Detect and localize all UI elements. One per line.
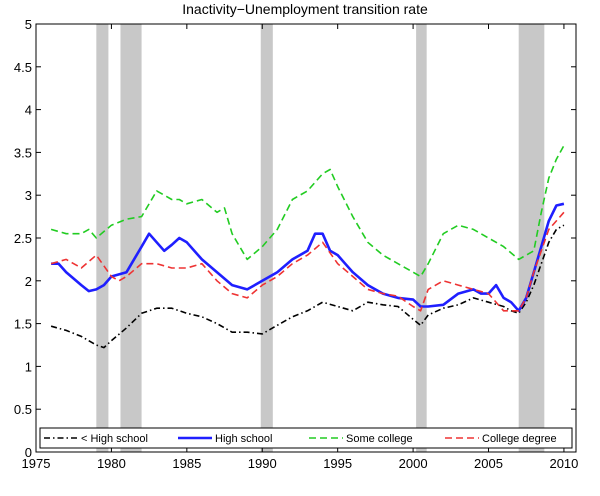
chart-title: Inactivity−Unemployment transition rate — [182, 1, 428, 17]
recession-band-1 — [120, 24, 142, 452]
y-tick-label-7: 3.5 — [14, 145, 32, 160]
legend-label-2: Some college — [346, 433, 413, 445]
recession-band-4 — [518, 24, 545, 452]
series-lines — [50, 145, 565, 349]
recession-bands — [96, 24, 545, 452]
series-line-0 — [50, 224, 565, 349]
series-line-3 — [50, 211, 565, 312]
recession-band-3 — [416, 24, 427, 452]
series-line-2 — [50, 145, 565, 278]
plot-frame — [35, 23, 577, 453]
y-tick-label-4: 2 — [25, 274, 32, 289]
y-tick-label-5: 2.5 — [14, 231, 32, 246]
legend-label-0: < High school — [81, 433, 148, 445]
y-tick-label-8: 4 — [25, 103, 32, 118]
y-tick-label-0: 0 — [25, 445, 32, 460]
y-tick-label-10: 5 — [25, 17, 32, 32]
x-axis: 1975 1980 1985 1990 1995 2000 2005 2010 — [22, 24, 578, 471]
y-tick-label-9: 4.5 — [14, 60, 32, 75]
x-tick-label-7: 2010 — [549, 456, 578, 471]
recession-band-0 — [96, 24, 109, 452]
legend-label-3: College degree — [482, 433, 557, 445]
legend: < High school High school Some college Coll… — [39, 427, 573, 449]
y-tick-label-2: 1 — [25, 359, 32, 374]
series-line-1 — [51, 202, 565, 313]
x-tick-label-4: 1995 — [323, 456, 352, 471]
y-tick-label-3: 1.5 — [14, 317, 32, 332]
legend-box — [39, 427, 573, 449]
x-tick-label-2: 1985 — [172, 456, 201, 471]
y-tick-label-6: 3 — [25, 188, 32, 203]
x-tick-label-1: 1980 — [97, 456, 126, 471]
x-tick-label-5: 2000 — [399, 456, 428, 471]
recession-band-2 — [260, 24, 273, 452]
x-tick-label-0: 1975 — [22, 456, 51, 471]
x-tick-label-6: 2005 — [474, 456, 503, 471]
x-tick-label-3: 1990 — [248, 456, 277, 471]
legend-label-1: High school — [215, 433, 272, 445]
y-axis: 0 0.5 1 1.5 2 2.5 3 3.5 4 4.5 5 — [14, 17, 576, 460]
y-tick-label-1: 0.5 — [14, 402, 32, 417]
